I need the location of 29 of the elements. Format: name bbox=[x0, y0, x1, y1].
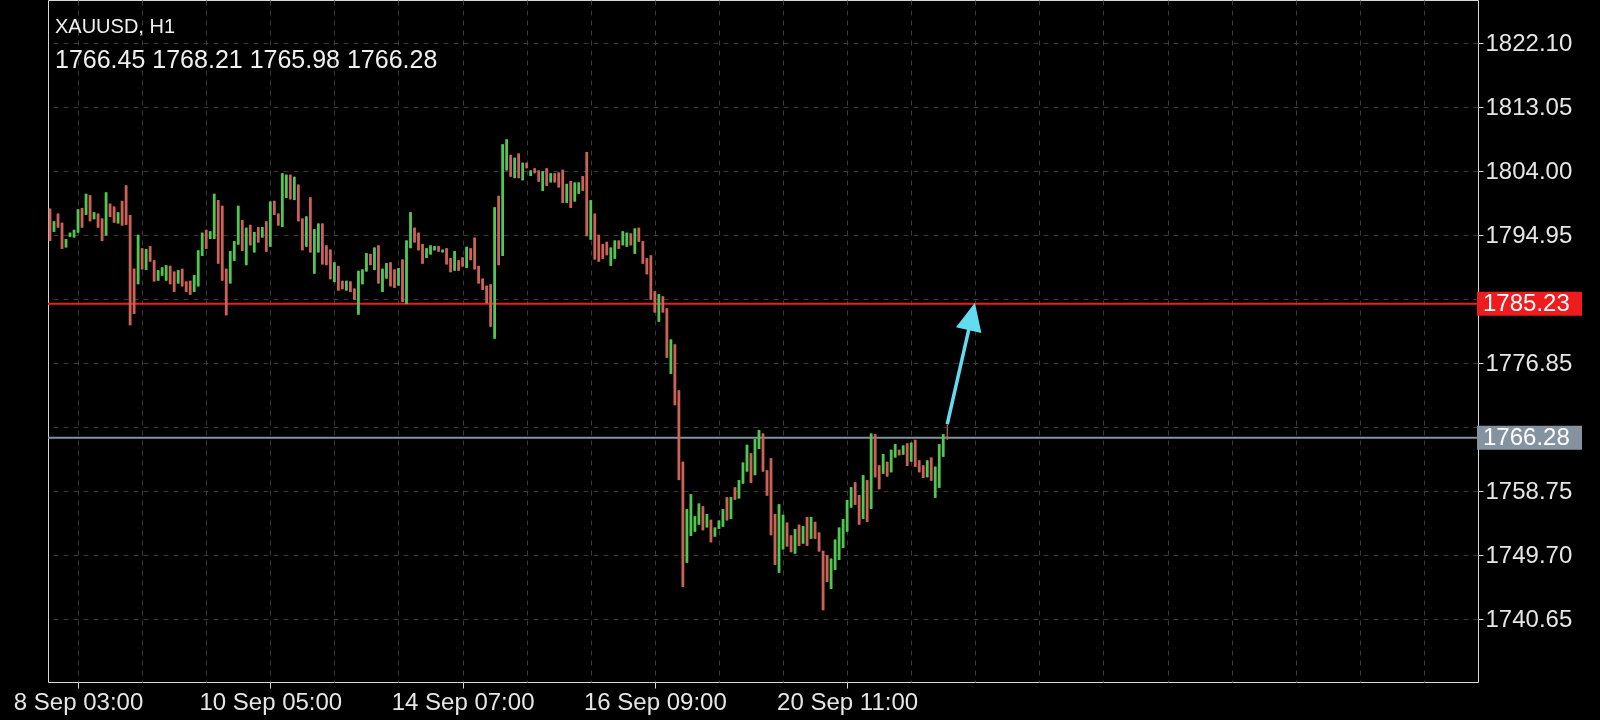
candlestick bbox=[541, 170, 545, 192]
x-tick-label: 14 Sep 07:00 bbox=[391, 687, 535, 715]
text: XAUUSD, H1 bbox=[55, 15, 176, 37]
candlestick bbox=[425, 247, 428, 259]
candlestick bbox=[433, 245, 436, 251]
candlestick bbox=[429, 244, 432, 256]
y-tick-label: 1804.00 bbox=[1485, 156, 1573, 184]
ref-line-label: 1766.28 bbox=[1483, 422, 1570, 450]
candlestick bbox=[929, 456, 933, 482]
x-tick-label: 10 Sep 05:00 bbox=[199, 687, 343, 715]
y-tick-label: 1813.05 bbox=[1485, 92, 1573, 120]
y-tick-label: 1822.10 bbox=[1485, 28, 1573, 56]
ref-line-label: 1785.23 bbox=[1483, 288, 1570, 316]
candlestick bbox=[369, 253, 372, 266]
y-tick-label: 1740.65 bbox=[1485, 604, 1573, 632]
candlestick bbox=[905, 442, 909, 467]
x-tick-label: 8 Sep 03:00 bbox=[13, 687, 144, 715]
candlestick bbox=[573, 181, 577, 203]
y-tick-label: 1758.75 bbox=[1485, 476, 1573, 504]
y-tick-label: 1794.95 bbox=[1485, 220, 1573, 248]
x-tick-label: 16 Sep 09:00 bbox=[583, 687, 727, 715]
y-tick-label: 1776.85 bbox=[1485, 348, 1573, 376]
y-tick-label: 1749.70 bbox=[1485, 540, 1573, 568]
text: 1766.45 1768.21 1765.98 1766.28 bbox=[55, 45, 438, 73]
candlestick bbox=[461, 256, 464, 268]
candlestick bbox=[345, 280, 348, 292]
x-tick-label: 20 Sep 11:00 bbox=[777, 687, 919, 715]
candlestick bbox=[437, 245, 440, 253]
candlestick bbox=[457, 259, 460, 272]
